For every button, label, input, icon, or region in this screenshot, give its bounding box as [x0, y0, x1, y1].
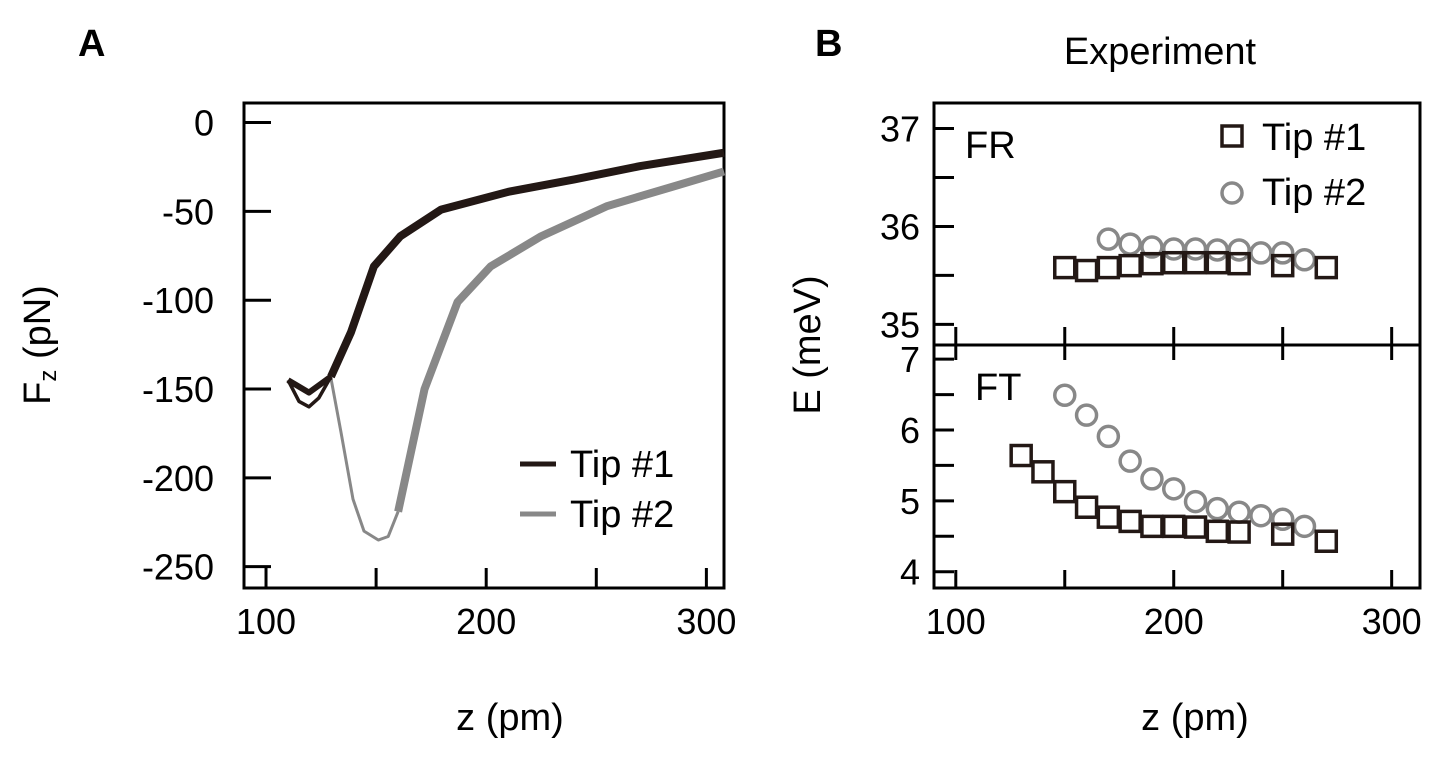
tip1-curve-loop: [286, 375, 333, 409]
tip1-square-point: [1161, 250, 1186, 275]
y-tick-label: 0: [194, 103, 214, 144]
legend-label-2: Tip #2: [1262, 172, 1366, 214]
tip1-curve-return: [286, 374, 333, 396]
y-tick-label: 4: [900, 552, 920, 593]
panel-b-xlabel: z (pm): [1141, 697, 1249, 739]
tip1-square-point: [1205, 519, 1230, 544]
tip2-curve-approach: [329, 378, 400, 542]
tip2-circle-point: [1118, 449, 1142, 473]
x-tick-label: 300: [1362, 601, 1422, 642]
y-tick-label: -150: [142, 369, 214, 410]
y-tick-label: 7: [900, 339, 920, 380]
panel-b-ylabel: E (meV): [787, 275, 829, 414]
tip2-circle-point: [1053, 383, 1077, 408]
legend-label-1: Tip #1: [570, 444, 674, 486]
y-tick-label: -100: [142, 280, 214, 321]
tip2-circle-point: [1270, 241, 1295, 265]
tip2-circle-point: [1140, 235, 1164, 259]
tip2-circle-point: [1118, 232, 1142, 256]
tip2-circle-point: [1227, 238, 1251, 262]
panel-a-label: A: [78, 23, 105, 65]
plot-frame: [242, 101, 726, 590]
tip1-square-point: [1314, 529, 1339, 553]
tip1-square-point: [1314, 255, 1339, 280]
tip1-square-point: [1053, 255, 1077, 280]
legend-label-1: Tip #1: [1262, 117, 1366, 159]
y-tick-label: 37: [880, 108, 920, 149]
y-tick-label: 35: [880, 304, 920, 345]
tip1-square-point: [1140, 514, 1164, 539]
tip1-square-point: [1270, 253, 1295, 278]
tip2-circle-point: [1183, 237, 1208, 261]
subplot-label-fr: FR: [965, 125, 1016, 167]
y-tick-label: 36: [880, 206, 920, 247]
tip1-square-point: [1009, 443, 1033, 468]
tip2-circle-point: [1227, 500, 1251, 524]
y-tick-label: -50: [162, 191, 214, 232]
panel-a-plot: 100 200 300 0 -50 -100 -150 -200 -250 Tip #1 Tip #…: [142, 101, 736, 642]
tip1-square-point: [1118, 253, 1142, 278]
tip1-curve: [327, 148, 725, 379]
panel-a-ylabel: Fz (pN): [17, 285, 62, 405]
tip1-square-point: [1140, 251, 1164, 276]
tip1-square-point: [1074, 495, 1099, 519]
y-tick-label: -250: [142, 547, 214, 588]
panel-a-xlabel: z (pm): [456, 697, 564, 739]
x-tick-label: 200: [456, 601, 516, 642]
y-tick-label: 5: [900, 481, 920, 522]
tip2-circle-point: [1292, 514, 1317, 539]
tip2-circle-point: [1270, 507, 1295, 532]
tip1-square-point: [1096, 255, 1121, 280]
tip2-circle-point: [1183, 489, 1208, 514]
tip1-square-point: [1183, 250, 1208, 275]
tip2-circle-point: [1249, 503, 1273, 528]
x-tick-label: 200: [1144, 601, 1204, 642]
tip2-circle-point: [1161, 237, 1186, 261]
x-tick-label: 100: [926, 601, 986, 642]
tip1-square-point: [1205, 250, 1230, 275]
tip2-circle-point: [1205, 496, 1230, 521]
tip2-curve: [394, 167, 726, 513]
tip1-square-point: [1270, 522, 1295, 546]
tip2-circle-point: [1096, 424, 1121, 449]
tip1-square-point: [1074, 258, 1099, 283]
tip1-square-point: [1031, 460, 1055, 484]
legend-marker-2: [1220, 181, 1244, 205]
y-tick-label: 6: [900, 410, 920, 451]
tip2-circle-point: [1096, 227, 1121, 251]
tip2-circle-point: [1249, 241, 1273, 265]
panel-b-title: Experiment: [1064, 31, 1257, 73]
subplot-label-ft: FT: [975, 367, 1021, 409]
x-tick-label: 100: [236, 601, 296, 642]
legend-marker-1: [1220, 124, 1244, 148]
tip1-square-point: [1183, 515, 1208, 539]
tip1-square-point: [1118, 509, 1142, 534]
x-tick-label: 300: [676, 601, 736, 642]
tip2-circle-point: [1074, 403, 1099, 427]
tip1-square-point: [1096, 505, 1121, 529]
tip2-circle-point: [1205, 238, 1230, 262]
tip2-circle-point: [1292, 248, 1317, 272]
tip1-square-point: [1161, 514, 1186, 539]
tip1-square-point: [1227, 520, 1251, 544]
tip1-square-point: [1053, 479, 1077, 504]
y-tick-label: -200: [142, 458, 214, 499]
legend-label-2: Tip #2: [570, 494, 674, 536]
panel-b-plot: 35 36 37 FR 4 5 6 7 FT 100 200 300 Tip #1 Tip #2: [880, 101, 1422, 642]
tip2-circle-point: [1161, 477, 1186, 501]
tip1-square-point: [1227, 251, 1251, 276]
tip2-circle-point: [1140, 467, 1164, 491]
panel-b-label: B: [815, 23, 842, 65]
